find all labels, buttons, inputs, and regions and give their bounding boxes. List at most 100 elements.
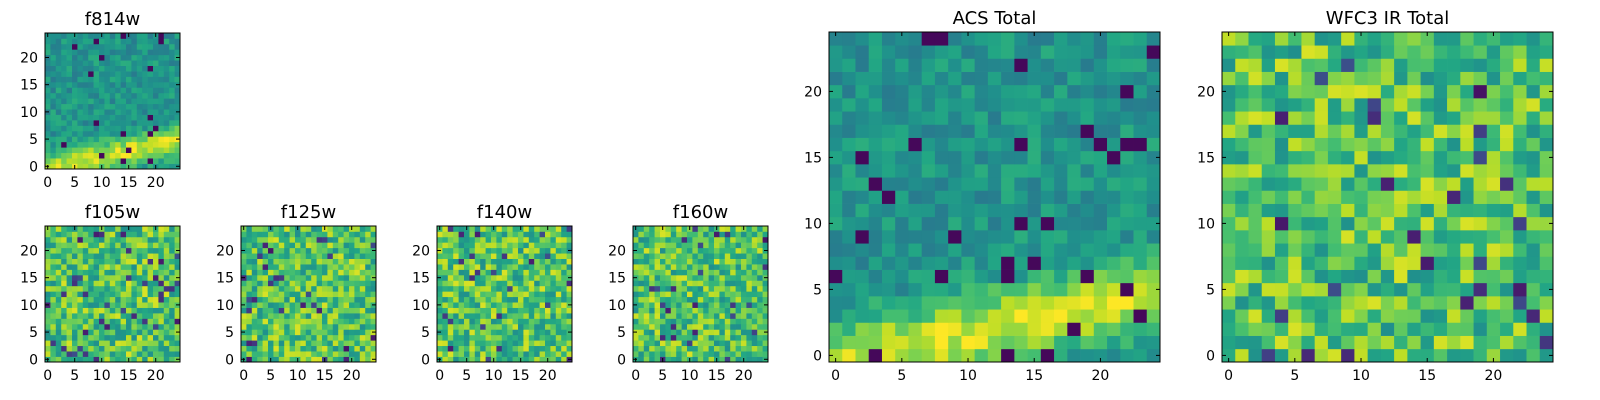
heatmap-cell bbox=[697, 242, 704, 249]
heatmap-cell bbox=[1473, 256, 1488, 270]
heatmap-cell bbox=[61, 280, 67, 287]
heatmap-cell bbox=[120, 231, 127, 238]
heatmap-cell bbox=[1407, 309, 1421, 323]
heatmap-cell bbox=[518, 264, 524, 270]
heatmap-cell bbox=[289, 226, 296, 232]
heatmap-cell bbox=[703, 307, 709, 314]
heatmap-cell bbox=[278, 323, 285, 330]
heatmap-cell bbox=[1367, 177, 1382, 191]
heatmap-cell bbox=[142, 109, 148, 115]
heatmap-cell bbox=[555, 291, 562, 298]
heatmap-cell bbox=[1301, 190, 1316, 204]
heatmap-cell bbox=[1526, 348, 1541, 363]
heatmap-cell bbox=[311, 334, 317, 341]
heatmap-cell bbox=[708, 236, 715, 243]
heatmap-cell bbox=[649, 269, 655, 276]
heatmap-cell bbox=[82, 114, 89, 121]
x-tick-label: 15 bbox=[120, 368, 138, 384]
heatmap-cell bbox=[447, 269, 454, 276]
heatmap-cell bbox=[1460, 296, 1474, 310]
heatmap-cell bbox=[163, 231, 170, 238]
heatmap-cell bbox=[670, 236, 677, 243]
heatmap-cell bbox=[1513, 309, 1527, 323]
y-tick-label: 15 bbox=[804, 150, 822, 166]
heatmap-cell bbox=[109, 71, 116, 77]
heatmap-cell bbox=[82, 334, 89, 341]
heatmap-cell bbox=[1235, 177, 1249, 191]
heatmap-cell bbox=[66, 33, 73, 39]
heatmap-cell bbox=[1473, 32, 1488, 46]
heatmap-cell bbox=[561, 318, 567, 325]
heatmap-cell bbox=[654, 269, 661, 276]
heatmap-cell bbox=[126, 109, 132, 115]
heatmap-cell bbox=[692, 280, 699, 287]
heatmap-cell bbox=[469, 264, 476, 270]
heatmap-cell bbox=[638, 318, 645, 325]
heatmap-cell bbox=[1433, 124, 1448, 138]
heatmap-cell bbox=[464, 340, 470, 347]
heatmap-cell bbox=[120, 33, 127, 39]
heatmap-cell bbox=[670, 329, 677, 336]
heatmap-cell bbox=[1222, 216, 1236, 231]
heatmap-cell bbox=[104, 65, 111, 72]
heatmap-cell bbox=[697, 236, 704, 243]
heatmap-cell bbox=[485, 340, 492, 347]
heatmap-cell bbox=[491, 285, 497, 292]
heatmap-cell bbox=[855, 296, 870, 310]
heatmap-cell bbox=[262, 296, 269, 303]
heatmap-cell bbox=[158, 65, 165, 72]
heatmap-cell bbox=[50, 269, 57, 276]
heatmap-cell bbox=[338, 313, 344, 319]
heatmap-cell bbox=[115, 231, 121, 238]
heatmap-cell bbox=[142, 280, 148, 287]
heatmap-cell bbox=[676, 291, 682, 298]
heatmap-cell bbox=[687, 345, 693, 352]
heatmap-cell bbox=[528, 323, 535, 330]
heatmap-cell bbox=[332, 226, 339, 232]
heatmap-cell bbox=[948, 348, 962, 363]
heatmap-cell bbox=[1146, 282, 1161, 297]
heatmap-cell bbox=[1120, 269, 1134, 284]
heatmap-cell bbox=[633, 323, 639, 330]
heatmap-cell bbox=[1040, 348, 1055, 363]
heatmap-cell bbox=[507, 302, 513, 308]
heatmap-cell bbox=[147, 269, 154, 276]
heatmap-cell bbox=[638, 323, 645, 330]
heatmap-cell bbox=[1314, 84, 1329, 99]
heatmap-cell bbox=[1420, 137, 1435, 152]
heatmap-cell bbox=[1367, 58, 1382, 72]
heatmap-cell bbox=[136, 334, 143, 341]
heatmap-cell bbox=[692, 285, 699, 292]
heatmap-cell bbox=[136, 356, 143, 363]
heatmap-cell bbox=[1133, 296, 1148, 310]
heatmap-cell bbox=[327, 313, 334, 319]
heatmap-cell bbox=[1093, 58, 1108, 72]
heatmap-cell bbox=[665, 291, 672, 298]
heatmap-cell bbox=[447, 253, 454, 259]
heatmap-cell bbox=[257, 231, 263, 238]
heatmap-cell bbox=[241, 280, 247, 287]
heatmap-cell bbox=[485, 226, 492, 232]
heatmap-cell bbox=[751, 323, 758, 330]
heatmap-cell bbox=[104, 307, 111, 314]
heatmap-cell bbox=[480, 253, 486, 259]
heatmap-cell bbox=[842, 216, 856, 231]
heatmap-cell bbox=[545, 291, 551, 298]
heatmap-cell bbox=[174, 65, 181, 72]
heatmap-cell bbox=[163, 226, 170, 232]
x-tick-label: 20 bbox=[539, 368, 557, 384]
heatmap-cell bbox=[1235, 230, 1249, 244]
heatmap-cell bbox=[643, 269, 650, 276]
heatmap-cell bbox=[855, 335, 870, 350]
heatmap-cell bbox=[692, 334, 699, 341]
heatmap-cell bbox=[528, 302, 535, 308]
heatmap-cell bbox=[50, 356, 57, 363]
heatmap-cell bbox=[638, 236, 645, 243]
heatmap-cell bbox=[153, 247, 159, 254]
heatmap-cell bbox=[343, 329, 350, 336]
heatmap-cell bbox=[697, 247, 704, 254]
heatmap-cell bbox=[66, 92, 73, 99]
heatmap-cell bbox=[316, 302, 323, 308]
heatmap-cell bbox=[1146, 177, 1161, 191]
heatmap-cell bbox=[1133, 243, 1148, 257]
